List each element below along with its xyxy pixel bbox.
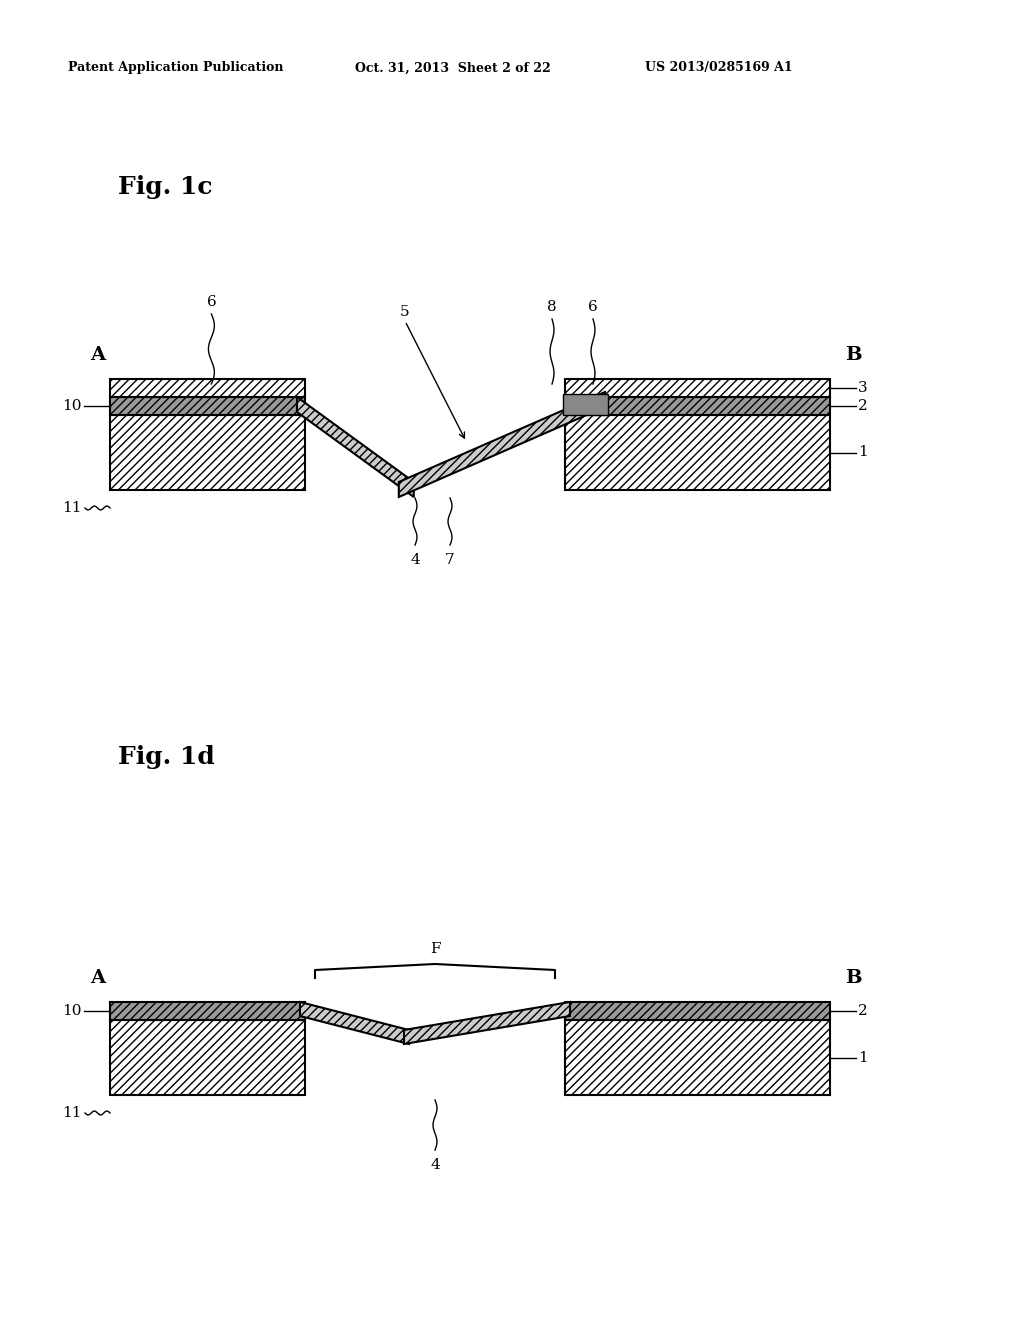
Bar <box>565 379 830 397</box>
Text: F: F <box>430 942 440 956</box>
Text: 11: 11 <box>62 502 82 515</box>
Text: 11: 11 <box>62 1106 82 1119</box>
Text: A: A <box>90 346 105 364</box>
Text: 10: 10 <box>62 399 82 413</box>
Text: Fig. 1c: Fig. 1c <box>118 176 213 199</box>
Text: 10: 10 <box>62 1005 82 1018</box>
Text: 1: 1 <box>858 1051 867 1064</box>
Text: 2: 2 <box>858 1005 867 1018</box>
Polygon shape <box>563 393 608 414</box>
Bar <box>110 397 305 414</box>
Bar <box>565 397 830 414</box>
Text: 6: 6 <box>207 294 216 309</box>
Polygon shape <box>404 1002 570 1044</box>
Text: B: B <box>845 346 861 364</box>
Bar <box>565 1020 830 1096</box>
Text: Fig. 1d: Fig. 1d <box>118 744 215 770</box>
Text: 5: 5 <box>400 305 410 319</box>
Text: 7: 7 <box>445 553 455 568</box>
Text: 1: 1 <box>858 446 867 459</box>
Text: 4: 4 <box>411 553 420 568</box>
Text: B: B <box>845 969 861 987</box>
Bar <box>110 379 305 397</box>
Polygon shape <box>300 1002 409 1044</box>
Bar <box>110 1020 305 1096</box>
Text: Oct. 31, 2013  Sheet 2 of 22: Oct. 31, 2013 Sheet 2 of 22 <box>355 62 551 74</box>
Polygon shape <box>297 397 414 498</box>
Polygon shape <box>398 392 605 498</box>
Text: 2: 2 <box>858 399 867 413</box>
Text: Patent Application Publication: Patent Application Publication <box>68 62 284 74</box>
Bar <box>565 414 830 490</box>
Text: A: A <box>90 969 105 987</box>
Bar <box>110 414 305 490</box>
Text: 8: 8 <box>547 300 557 314</box>
Text: 3: 3 <box>858 381 867 395</box>
Bar <box>110 1002 305 1020</box>
Text: US 2013/0285169 A1: US 2013/0285169 A1 <box>645 62 793 74</box>
Text: 4: 4 <box>430 1158 440 1172</box>
Text: 6: 6 <box>588 300 598 314</box>
Bar <box>565 1002 830 1020</box>
